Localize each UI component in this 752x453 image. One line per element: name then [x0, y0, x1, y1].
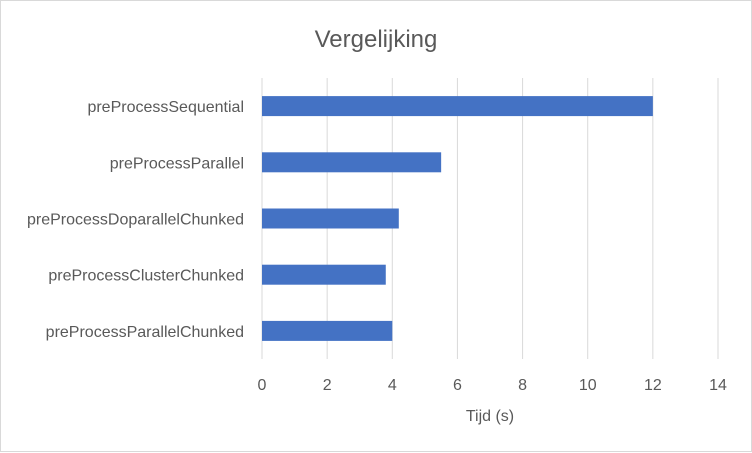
x-tick-label: 4 [388, 377, 397, 394]
category-label: preProcessSequential [87, 99, 244, 116]
category-label: preProcessParallelChunked [46, 324, 244, 341]
bar-preProcessParallelChunked [262, 320, 393, 341]
x-tick-label: 10 [579, 377, 597, 394]
x-tick-labels: 0 2 4 6 8 10 12 14 [258, 377, 727, 394]
category-label: preProcessParallel [110, 155, 244, 172]
bar-preProcessParallel [262, 152, 442, 173]
chart-title: Vergelijking [315, 26, 438, 53]
bar-preProcessClusterChunked [262, 264, 386, 285]
x-tick-label: 6 [453, 377, 462, 394]
category-labels: preProcessSequential preProcessParallel pr… [27, 99, 244, 341]
bar-preProcessDoparallelChunked [262, 208, 399, 229]
x-tick-label: 14 [709, 377, 727, 394]
x-tick-label: 8 [518, 377, 527, 394]
bar-preProcessSequential [262, 96, 653, 117]
bars [262, 96, 653, 341]
x-tick-label: 12 [644, 377, 662, 394]
x-tick-label: 0 [258, 377, 267, 394]
x-axis-title: Tijd (s) [466, 408, 514, 425]
category-label: preProcessDoparallelChunked [27, 212, 244, 229]
category-label: preProcessClusterChunked [48, 268, 244, 285]
x-tick-label: 2 [323, 377, 332, 394]
